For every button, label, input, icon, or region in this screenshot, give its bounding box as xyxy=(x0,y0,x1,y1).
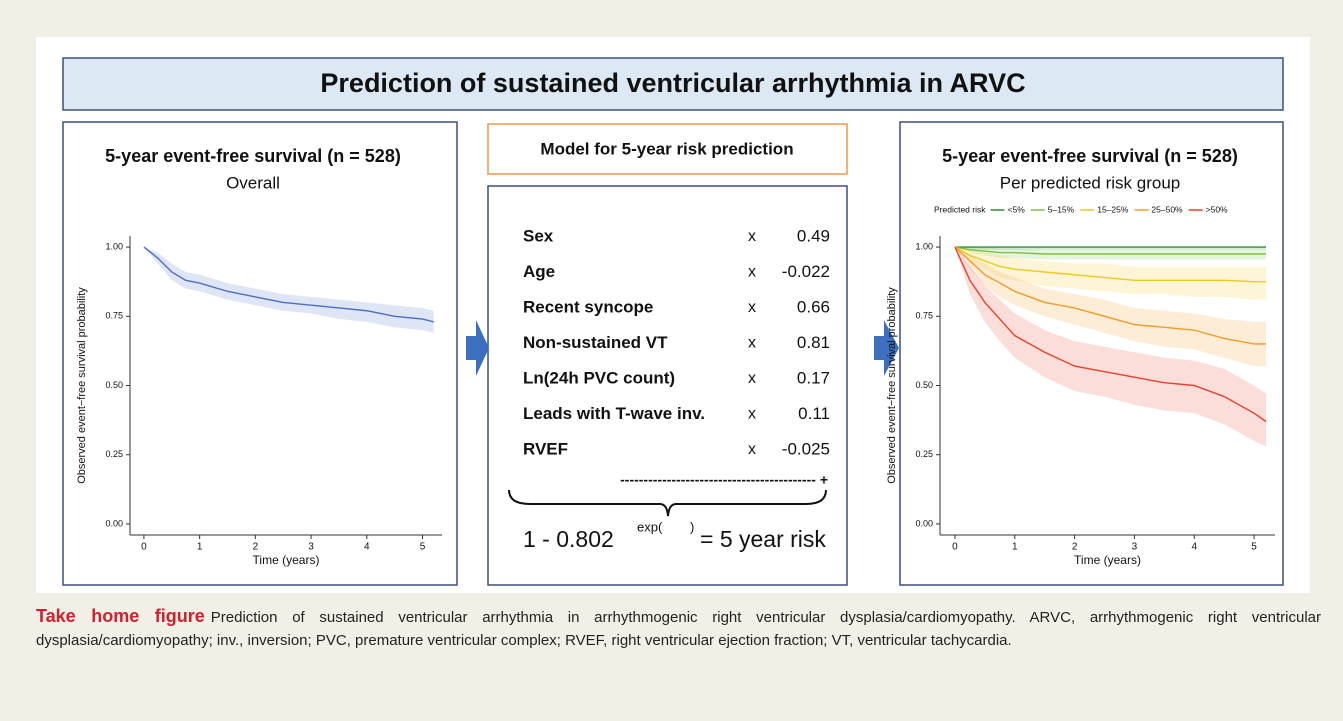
brace xyxy=(508,489,827,517)
right-panel xyxy=(899,121,1284,586)
y-axis-label: Observed event−free survival probability xyxy=(886,287,898,484)
x-tick-label: 5 xyxy=(420,542,426,553)
multiply: x xyxy=(748,228,756,245)
coefficient: 0.17 xyxy=(797,368,830,387)
x-tick-label: 1 xyxy=(1012,542,1018,553)
variable: Sex xyxy=(523,226,554,245)
x-tick-label: 2 xyxy=(1072,542,1078,553)
x-tick-label: 3 xyxy=(308,542,314,553)
title-box xyxy=(62,57,1284,111)
legend-label: 25–50% xyxy=(1151,204,1183,214)
variable: RVEF xyxy=(523,439,568,458)
x-tick-label: 4 xyxy=(1191,542,1197,553)
x-axis-label: Time (years) xyxy=(253,553,320,567)
coefficient: 0.49 xyxy=(797,226,830,245)
sum-line: ----------------------------------------… xyxy=(620,472,828,488)
coefficient: 0.81 xyxy=(797,333,830,352)
y-tick-label: 0.25 xyxy=(105,449,123,459)
x-tick-label: 5 xyxy=(1251,542,1257,553)
y-tick-label: 0.00 xyxy=(105,518,123,528)
survival-line xyxy=(954,246,1267,255)
multiply: x xyxy=(748,335,756,352)
y-tick-label: 1.00 xyxy=(105,241,123,251)
x-tick-label: 3 xyxy=(1132,542,1138,553)
survival-line xyxy=(954,246,1267,423)
coefficient: -0.025 xyxy=(782,439,830,458)
legend-label: <5% xyxy=(1008,204,1026,214)
model-panel xyxy=(487,185,848,586)
arrow xyxy=(466,320,489,376)
multiply: x xyxy=(748,406,756,423)
variable: Ln(24h PVC count) xyxy=(523,368,675,387)
confidence-band xyxy=(954,247,1267,447)
figure: Prediction of sustained ventricular arrh… xyxy=(36,37,1310,593)
chart-title: 5-year event-free survival (n = 528) xyxy=(942,146,1238,166)
caption-text: Prediction of sustained ventricular arrh… xyxy=(36,609,1321,649)
formula-close: ) xyxy=(690,519,694,534)
legend-label: >50% xyxy=(1206,204,1228,214)
confidence-band xyxy=(954,247,1267,367)
x-axis-label: Time (years) xyxy=(1074,553,1141,567)
y-tick-label: 0.75 xyxy=(105,311,123,321)
y-tick-label: 0.75 xyxy=(915,311,933,321)
legend-label: 5–15% xyxy=(1048,204,1075,214)
y-tick-label: 0.50 xyxy=(915,380,933,390)
coefficient: 0.11 xyxy=(798,404,830,423)
model-title: Model for 5-year risk prediction xyxy=(540,139,793,158)
multiply: x xyxy=(748,441,756,458)
x-tick-label: 4 xyxy=(364,542,370,553)
y-tick-label: 0.25 xyxy=(915,449,933,459)
multiply: x xyxy=(748,370,756,387)
survival-line xyxy=(143,246,434,323)
formula-result: = 5 year risk xyxy=(700,526,826,552)
legend-title: Predicted risk xyxy=(934,204,986,214)
confidence-band xyxy=(954,247,1267,300)
x-tick-label: 0 xyxy=(141,542,147,553)
y-axis-label: Observed event−free survival probability xyxy=(76,287,88,484)
y-tick-label: 0.50 xyxy=(105,380,123,390)
variable: Age xyxy=(523,262,555,281)
x-tick-label: 0 xyxy=(952,542,958,553)
arrow xyxy=(874,320,899,376)
survival-line xyxy=(954,246,1267,345)
title: Prediction of sustained ventricular arrh… xyxy=(320,68,1025,98)
caption-label: Take home figure xyxy=(36,606,205,626)
variable: Recent syncope xyxy=(523,297,653,316)
coefficient: -0.022 xyxy=(782,262,830,281)
y-tick-label: 0.00 xyxy=(915,518,933,528)
multiply: x xyxy=(748,299,756,316)
model-title-box xyxy=(487,123,848,175)
formula-base: 1 - 0.802 xyxy=(523,526,614,552)
coefficient: 0.66 xyxy=(797,297,830,316)
variable: Non-sustained VT xyxy=(523,333,668,352)
x-tick-label: 1 xyxy=(197,542,203,553)
variable: Leads with T-wave inv. xyxy=(523,404,705,423)
caption: Take home figure Prediction of sustained … xyxy=(36,605,1321,652)
multiply: x xyxy=(748,264,756,281)
chart-subtitle: Overall xyxy=(226,173,280,192)
formula-exp: exp( xyxy=(637,519,663,534)
legend-label: 15–25% xyxy=(1097,204,1129,214)
left-panel xyxy=(62,121,458,586)
survival-line xyxy=(954,246,1267,283)
confidence-band xyxy=(143,247,434,333)
chart-subtitle: Per predicted risk group xyxy=(1000,173,1180,192)
chart-title: 5-year event-free survival (n = 528) xyxy=(105,146,401,166)
y-tick-label: 1.00 xyxy=(915,241,933,251)
x-tick-label: 2 xyxy=(253,542,259,553)
